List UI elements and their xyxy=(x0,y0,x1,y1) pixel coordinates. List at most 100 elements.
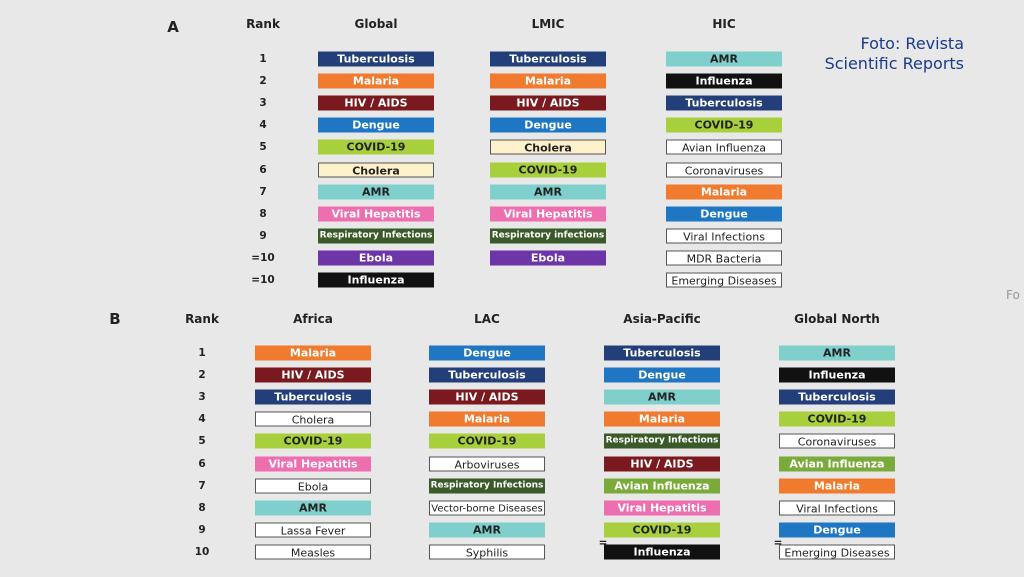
rank: =10 xyxy=(251,274,275,286)
disease-box: Malaria xyxy=(490,73,606,89)
disease-box: Viral Hepatitis xyxy=(490,206,606,222)
disease-box: Tuberculosis xyxy=(604,345,720,361)
tie-mark: = xyxy=(598,536,608,549)
column-header: HIC xyxy=(712,17,736,31)
disease-box: Lassa Fever xyxy=(255,522,371,538)
disease-box: Malaria xyxy=(666,184,782,200)
rank: 7 xyxy=(198,479,206,492)
disease-box: AMR xyxy=(318,184,434,200)
disease-box: HIV / AIDS xyxy=(318,95,434,111)
disease-box: Tuberculosis xyxy=(666,95,782,111)
disease-box: AMR xyxy=(604,389,720,405)
disease-box: Respiratory Infections xyxy=(429,478,545,494)
disease-box: HIV / AIDS xyxy=(490,95,606,111)
disease-box: Emerging Diseases xyxy=(666,272,782,288)
disease-box: Malaria xyxy=(255,345,371,361)
disease-box: Avian Influenza xyxy=(666,139,782,155)
disease-box: Malaria xyxy=(429,411,545,427)
disease-box: Ebola xyxy=(318,250,434,266)
disease-box: Malaria xyxy=(779,478,895,494)
panel-label: A xyxy=(167,18,179,36)
disease-box: Vector-borne Diseases xyxy=(429,500,545,516)
disease-box: Coronaviruses xyxy=(779,433,895,449)
rank: 2 xyxy=(259,75,267,88)
disease-box: Dengue xyxy=(490,117,606,133)
rank-header: Rank xyxy=(246,17,280,31)
disease-box: Dengue xyxy=(666,206,782,222)
disease-box: Cholera xyxy=(255,411,371,427)
disease-box: Emerging Diseases xyxy=(779,544,895,560)
disease-box: Cholera xyxy=(318,162,434,177)
rank: 1 xyxy=(198,347,206,359)
disease-box: Avian Influenza xyxy=(604,478,720,494)
disease-box: Ebola xyxy=(490,250,606,266)
disease-box: Cholera xyxy=(490,139,606,155)
edge-text: Fo xyxy=(1006,288,1020,302)
rank: 10 xyxy=(194,545,210,558)
disease-box: Influenza xyxy=(666,73,782,89)
rank: 5 xyxy=(259,141,267,154)
disease-box: Ebola xyxy=(255,478,371,494)
disease-box: Tuberculosis xyxy=(490,51,606,67)
rank: 9 xyxy=(259,229,267,242)
column-header: Africa xyxy=(293,312,333,326)
rank: 8 xyxy=(259,207,267,220)
column-header: LMIC xyxy=(531,17,565,31)
disease-box: Tuberculosis xyxy=(255,389,371,405)
disease-box: Tuberculosis xyxy=(429,367,545,383)
panel-label: B xyxy=(109,310,121,328)
disease-box: Viral Hepatitis xyxy=(255,456,371,471)
disease-box: COVID-19 xyxy=(318,139,434,155)
disease-box: Tuberculosis xyxy=(318,51,434,67)
disease-box: Viral Infections xyxy=(779,500,895,516)
disease-box: Avian Influenza xyxy=(779,456,895,471)
disease-box: COVID-19 xyxy=(604,522,720,538)
rank: 7 xyxy=(259,185,267,198)
rank: 8 xyxy=(198,501,206,514)
disease-box: MDR Bacteria xyxy=(666,250,782,266)
disease-box: COVID-19 xyxy=(490,162,606,177)
rank: 9 xyxy=(198,523,206,536)
disease-box: COVID-19 xyxy=(779,411,895,427)
disease-box: Respiratory Infections xyxy=(604,433,720,449)
disease-box: Viral Infections xyxy=(666,228,782,244)
disease-box: Arboviruses xyxy=(429,456,545,471)
rank: 4 xyxy=(259,119,267,132)
column-header: Global North xyxy=(794,312,880,326)
rank: 6 xyxy=(259,163,267,176)
rank: 3 xyxy=(259,97,267,110)
disease-box: Tuberculosis xyxy=(779,389,895,405)
disease-box: Respiratory Infections xyxy=(318,228,434,244)
disease-box: COVID-19 xyxy=(666,117,782,133)
disease-box: Dengue xyxy=(604,367,720,383)
disease-box: AMR xyxy=(255,500,371,516)
disease-box: AMR xyxy=(490,184,606,200)
disease-box: Influenza xyxy=(604,544,720,560)
rank: 3 xyxy=(198,391,206,404)
disease-box: AMR xyxy=(779,345,895,361)
column-header: Asia-Pacific xyxy=(623,312,701,326)
disease-box: AMR xyxy=(666,51,782,67)
disease-box: HIV / AIDS xyxy=(255,367,371,383)
disease-box: COVID-19 xyxy=(429,433,545,449)
disease-box: Malaria xyxy=(318,73,434,89)
disease-box: HIV / AIDS xyxy=(429,389,545,405)
caption-line: Scientific Reports xyxy=(824,54,964,73)
rank-header: Rank xyxy=(185,312,219,326)
rank: 6 xyxy=(198,457,206,470)
disease-box: Coronaviruses xyxy=(666,162,782,177)
disease-box: Influenza xyxy=(318,272,434,288)
disease-box: Influenza xyxy=(779,367,895,383)
disease-box: Viral Hepatitis xyxy=(604,500,720,516)
disease-box: Malaria xyxy=(604,411,720,427)
tie-mark: = xyxy=(773,536,783,549)
rank: 5 xyxy=(198,435,206,448)
disease-box: Viral Hepatitis xyxy=(318,206,434,222)
rank: 2 xyxy=(198,369,206,382)
column-header: LAC xyxy=(474,312,500,326)
rank: 1 xyxy=(259,53,267,65)
disease-box: Measles xyxy=(255,544,371,560)
disease-box: Dengue xyxy=(318,117,434,133)
disease-box: Dengue xyxy=(779,522,895,538)
